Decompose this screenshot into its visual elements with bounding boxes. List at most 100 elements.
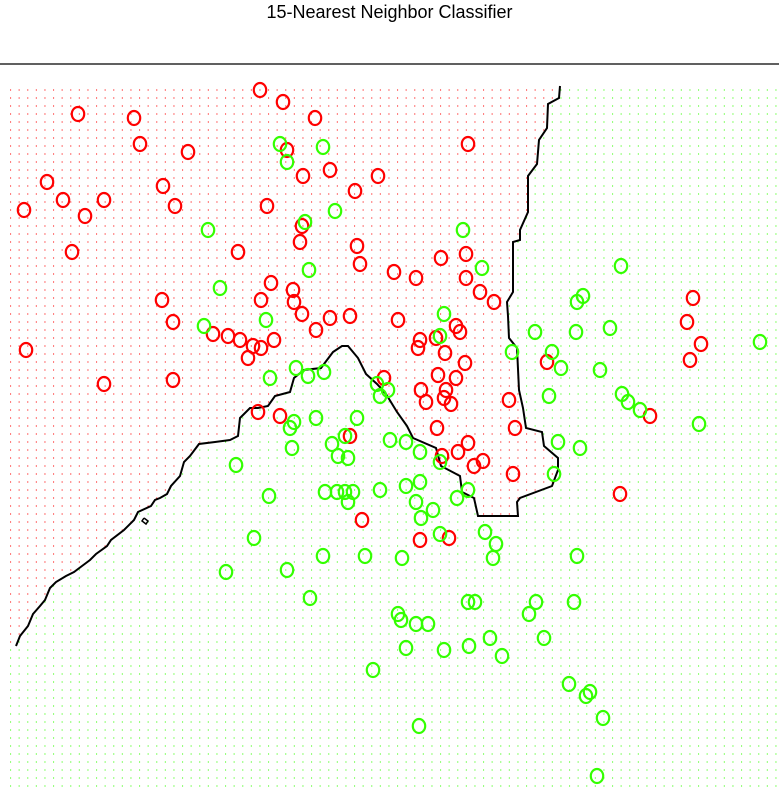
green-point <box>340 493 356 511</box>
green-point <box>589 767 605 785</box>
green-point <box>288 359 304 377</box>
red-point <box>443 395 459 413</box>
green-point <box>398 477 414 495</box>
green-point <box>575 287 591 305</box>
red-point <box>390 311 406 329</box>
red-point <box>126 109 142 127</box>
green-point <box>337 483 353 501</box>
green-point <box>460 593 476 611</box>
red-point <box>294 305 310 323</box>
red-point <box>154 291 170 309</box>
green-point <box>544 343 560 361</box>
green-point <box>455 221 471 239</box>
red-point <box>259 197 275 215</box>
green-region-dots <box>10 89 777 787</box>
red-point <box>165 313 181 331</box>
red-point <box>458 269 474 287</box>
green-point <box>568 323 584 341</box>
red-point <box>412 531 428 549</box>
red-point <box>322 161 338 179</box>
green-point <box>279 561 295 579</box>
green-point <box>300 367 316 385</box>
red-point <box>430 366 446 384</box>
red-point <box>438 381 454 399</box>
red-point <box>342 427 358 445</box>
green-point <box>425 501 441 519</box>
green-point <box>436 305 452 323</box>
green-point <box>432 453 448 471</box>
green-point <box>372 481 388 499</box>
red-point <box>685 289 701 307</box>
red-region-dots <box>10 89 553 643</box>
red-point <box>250 403 266 421</box>
green-point <box>196 317 212 335</box>
green-point <box>324 435 340 453</box>
red-point <box>55 191 71 209</box>
red-point <box>448 369 464 387</box>
green-point <box>315 547 331 565</box>
green-point <box>477 523 493 541</box>
red-point <box>433 249 449 267</box>
green-point <box>228 456 244 474</box>
green-point <box>330 447 346 465</box>
green-point <box>327 202 343 220</box>
green-point <box>613 257 629 275</box>
green-point <box>412 473 428 491</box>
green-point <box>561 675 577 693</box>
red-point <box>132 135 148 153</box>
green-point <box>449 489 465 507</box>
green-point <box>602 319 618 337</box>
green-point <box>595 709 611 727</box>
red-point <box>486 293 502 311</box>
green-point <box>572 439 588 457</box>
green-point <box>592 361 608 379</box>
green-point <box>578 687 594 705</box>
green-point <box>262 369 278 387</box>
red-point <box>466 457 482 475</box>
green-point <box>432 525 448 543</box>
green-point <box>382 431 398 449</box>
red-point <box>418 393 434 411</box>
green-point <box>569 547 585 565</box>
green-point <box>317 483 333 501</box>
green-point <box>408 493 424 511</box>
red-point <box>96 375 112 393</box>
green-point <box>482 629 498 647</box>
decision-boundary <box>15 85 561 647</box>
red-point <box>408 269 424 287</box>
green-point <box>284 439 300 457</box>
green-point <box>632 401 648 419</box>
red-point <box>458 245 474 263</box>
red-point <box>307 109 323 127</box>
green-point <box>212 279 228 297</box>
green-point <box>467 593 483 611</box>
red-point <box>285 281 301 299</box>
red-point <box>354 511 370 529</box>
green-point <box>504 343 520 361</box>
green-point <box>494 647 510 665</box>
green-point <box>297 213 313 231</box>
red-point <box>441 529 457 547</box>
green-point <box>546 465 562 483</box>
chart-title: 15-Nearest Neighbor Classifier <box>266 2 513 22</box>
red-point <box>295 167 311 185</box>
green-point <box>436 641 452 659</box>
green-point <box>282 419 298 437</box>
red-point <box>410 339 426 357</box>
red-point <box>507 419 523 437</box>
green-point <box>461 637 477 655</box>
green-point <box>301 261 317 279</box>
green-point <box>398 639 414 657</box>
red-point <box>682 351 698 369</box>
green-point <box>752 333 768 351</box>
red-point <box>342 307 358 325</box>
red-point <box>437 344 453 362</box>
green-point <box>329 483 345 501</box>
green-point <box>372 387 388 405</box>
green-point <box>337 427 353 445</box>
green-point <box>420 615 436 633</box>
red-point <box>16 201 32 219</box>
green-point <box>413 509 429 527</box>
green-point <box>521 605 537 623</box>
red-point <box>386 263 402 281</box>
